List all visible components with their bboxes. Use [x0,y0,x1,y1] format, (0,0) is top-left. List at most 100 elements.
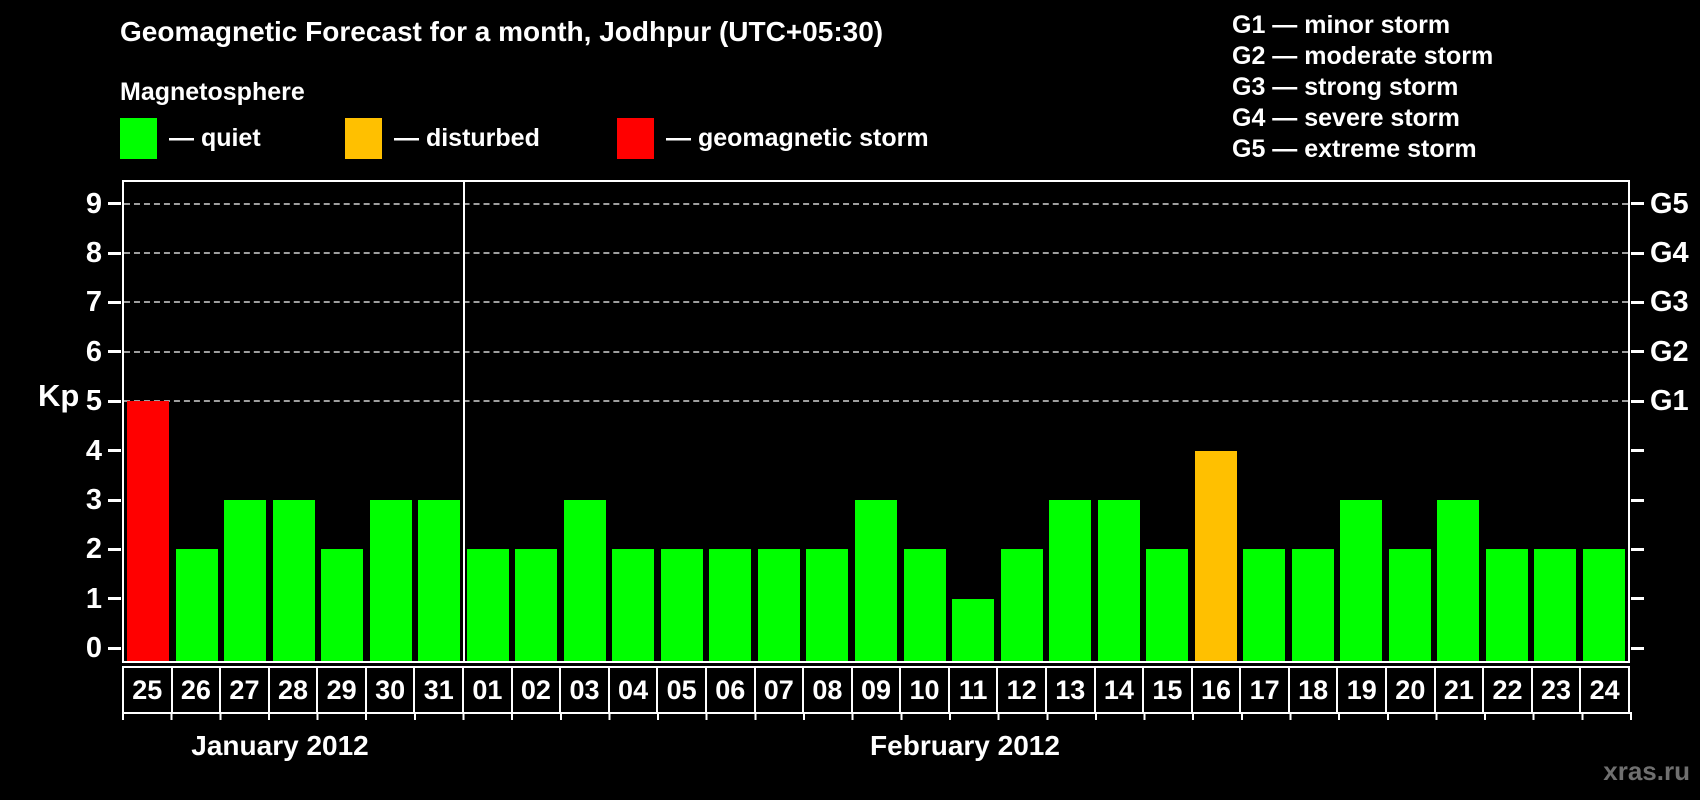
storm-scale-line-2: G2 — moderate storm [1232,42,1494,70]
day-label-19: 19 [1336,666,1388,714]
day-label-30: 30 [364,666,416,714]
gridline-kp7 [124,301,1628,304]
bar-day-12 [1000,549,1043,661]
storm-scale-line-4: G4 — severe storm [1232,104,1460,132]
y-tick-label-3: 3 [85,484,102,517]
legend-swatch-quiet [120,118,157,159]
watermark: xras.ru [1603,756,1690,786]
bar-day-06 [709,549,752,661]
month-separator-line [462,182,465,661]
y-tick-left-8 [108,251,121,255]
right-axis-label-G3: G3 [1650,286,1689,319]
storm-scale-line-3: G3 — strong storm [1232,73,1459,101]
day-label-07: 07 [753,666,805,714]
y-tick-left-4 [108,449,121,453]
bar-day-11 [952,598,995,661]
y-axis-title: Kp [38,378,80,413]
bar-day-24 [1582,549,1625,661]
right-axis-label-G1: G1 [1650,385,1689,418]
bar-day-30 [369,500,412,661]
legend-heading: Magnetosphere [120,78,305,106]
day-label-03: 03 [559,666,610,714]
bar-day-20 [1388,549,1431,661]
day-label-14: 14 [1093,666,1145,714]
day-label-09: 09 [850,666,902,714]
legend-label-quiet: — quiet [169,124,261,152]
x-axis-ticks [122,712,1632,720]
y-tick-left-3 [108,498,121,502]
day-label-26: 26 [170,666,222,714]
day-label-10: 10 [899,666,950,714]
y-tick-left-0 [108,646,121,650]
day-label-05: 05 [656,666,707,714]
bar-day-27 [224,500,267,661]
bar-day-05 [660,549,703,661]
bar-day-19 [1340,500,1383,661]
bar-day-03 [563,500,606,661]
bar-day-15 [1146,549,1189,661]
y-tick-right-8 [1631,251,1644,255]
legend-item-disturbed: — disturbed [345,118,540,159]
y-tick-label-6: 6 [85,335,102,368]
storm-scale-line-1: G1 — minor storm [1232,11,1451,39]
bar-day-04 [612,549,655,661]
y-tick-label-4: 4 [85,434,102,467]
y-tick-left-5 [108,399,121,403]
y-tick-label-8: 8 [85,237,102,270]
day-label-21: 21 [1433,666,1485,714]
right-axis-label-G4: G4 [1650,237,1689,270]
y-tick-left-7 [108,300,121,304]
bar-day-26 [175,549,218,661]
y-tick-right-3 [1631,498,1644,502]
y-tick-right-4 [1631,449,1644,453]
day-label-04: 04 [607,666,659,714]
y-tick-right-0 [1631,646,1644,650]
day-label-06: 06 [704,666,756,714]
day-label-20: 20 [1385,666,1436,714]
y-tick-right-6 [1631,350,1644,354]
day-label-11: 11 [947,666,999,714]
bar-day-10 [903,549,946,661]
bar-day-01 [466,549,509,661]
bar-day-23 [1534,549,1577,661]
y-tick-right-9 [1631,202,1644,206]
y-tick-label-1: 1 [85,582,102,615]
day-label-01: 01 [462,666,513,714]
bar-day-16 [1194,450,1237,661]
month-label-1: January 2012 [191,730,369,761]
bar-day-29 [321,549,364,661]
right-axis-label-G5: G5 [1650,187,1689,220]
day-label-12: 12 [996,666,1047,714]
bar-day-14 [1097,500,1140,661]
day-label-23: 23 [1530,666,1582,714]
day-label-31: 31 [413,666,465,714]
legend-swatch-storm [617,118,654,159]
gridline-kp9 [124,202,1628,205]
day-label-16: 16 [1190,666,1242,714]
month-label-2: February 2012 [870,730,1060,761]
y-tick-right-7 [1631,300,1644,304]
legend-label-disturbed: — disturbed [394,124,540,152]
x-axis-day-labels: 25 26 27 28 29 30 31 01 02 03 04 05 06 07 08 09 10 11 12 13… [122,666,1630,714]
bar-day-07 [757,549,800,661]
bar-day-13 [1049,500,1092,661]
right-axis-label-G2: G2 [1650,335,1689,368]
legend-item-quiet: — quiet [120,118,261,159]
y-tick-right-1 [1631,597,1644,601]
y-tick-left-6 [108,350,121,354]
storm-scale-legend: G1 — minor storm G2 — moderate storm G3 — … [1232,10,1493,165]
bar-day-31 [418,500,461,661]
day-label-22: 22 [1482,666,1533,714]
y-tick-label-2: 2 [85,533,102,566]
day-label-17: 17 [1239,666,1290,714]
y-tick-right-5 [1631,399,1644,403]
y-tick-left-2 [108,547,121,551]
bar-day-28 [272,500,315,661]
day-label-15: 15 [1142,666,1193,714]
bar-day-17 [1243,549,1286,661]
day-label-02: 02 [510,666,562,714]
y-tick-left-1 [108,597,121,601]
bar-day-08 [806,549,849,661]
page-title: Geomagnetic Forecast for a month, Jodhpu… [120,16,884,47]
